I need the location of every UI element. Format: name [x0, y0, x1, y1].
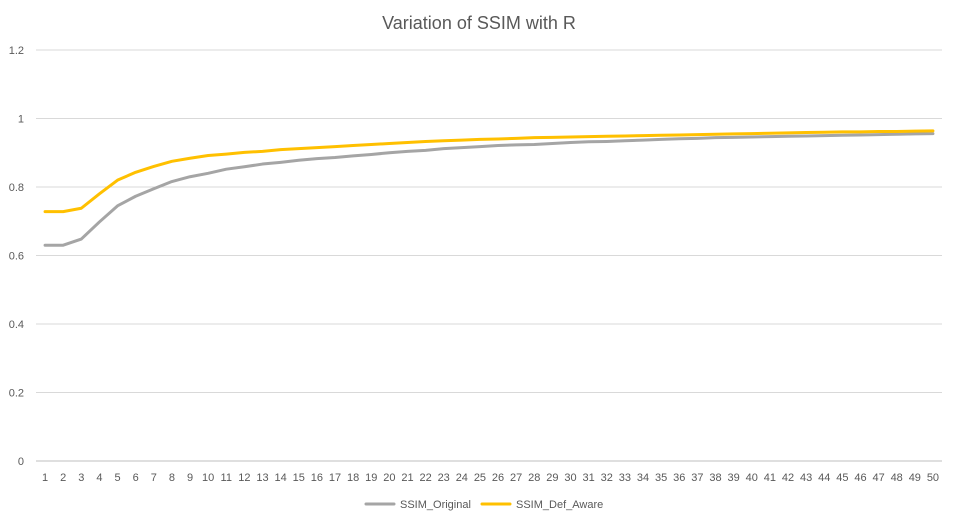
x-tick-label: 12 — [238, 472, 250, 484]
y-tick-label: 1.2 — [9, 45, 24, 57]
x-tick-label: 47 — [872, 472, 884, 484]
x-tick-label: 1 — [42, 472, 48, 484]
y-tick-label: 0.8 — [9, 182, 24, 194]
x-tick-label: 33 — [619, 472, 631, 484]
x-tick-label: 16 — [311, 472, 323, 484]
x-tick-label: 5 — [114, 472, 120, 484]
series-layer — [43, 129, 935, 247]
y-tick-label: 0.2 — [9, 388, 24, 400]
x-tick-label: 31 — [583, 472, 595, 484]
legend-label: SSIM_Def_Aware — [516, 499, 603, 511]
legend-label: SSIM_Original — [400, 499, 471, 511]
x-tick-label: 2 — [60, 472, 66, 484]
y-tick-label: 0 — [18, 456, 24, 468]
x-tick-label: 36 — [673, 472, 685, 484]
x-tick-label: 14 — [274, 472, 286, 484]
x-tick-label: 26 — [492, 472, 504, 484]
x-tick-label: 3 — [78, 472, 84, 484]
x-tick-label: 48 — [891, 472, 903, 484]
x-tick-label: 21 — [401, 472, 413, 484]
x-tick-label: 42 — [782, 472, 794, 484]
x-tick-label: 6 — [133, 472, 139, 484]
x-tick-label: 44 — [818, 472, 830, 484]
legend-item-ssim-original: SSIM_Original — [364, 499, 471, 511]
x-tick-label: 18 — [347, 472, 359, 484]
x-tick-label: 15 — [293, 472, 305, 484]
x-tick-label: 17 — [329, 472, 341, 484]
x-tick-label: 37 — [691, 472, 703, 484]
x-tick-label: 9 — [187, 472, 193, 484]
x-tick-label: 32 — [601, 472, 613, 484]
x-tick-label: 46 — [854, 472, 866, 484]
x-tick-label: 45 — [836, 472, 848, 484]
x-tick-label: 10 — [202, 472, 214, 484]
x-tick-label: 22 — [419, 472, 431, 484]
x-tick-label: 34 — [637, 472, 649, 484]
x-tick-label: 4 — [96, 472, 102, 484]
x-tick-label: 23 — [438, 472, 450, 484]
x-tick-label: 41 — [764, 472, 776, 484]
x-axis-ticks: 1 2 3 4 5 6 7 8 9 10 11 12 13 14 15 16 17 18 19 20 21 22 23 24 2… — [42, 472, 939, 484]
legend-item-ssim-def-aware: SSIM_Def_Aware — [480, 499, 603, 511]
y-tick-label: 0.4 — [9, 319, 24, 331]
x-tick-label: 25 — [474, 472, 486, 484]
series-line-ssim-def-aware — [43, 129, 935, 214]
x-tick-label: 24 — [456, 472, 468, 484]
x-tick-label: 8 — [169, 472, 175, 484]
x-tick-label: 28 — [528, 472, 540, 484]
x-tick-label: 20 — [383, 472, 395, 484]
x-tick-label: 40 — [746, 472, 758, 484]
series-line-ssim-original — [43, 132, 935, 247]
x-tick-label: 19 — [365, 472, 377, 484]
legend: SSIM_Original SSIM_Def_Aware — [364, 499, 603, 511]
x-tick-label: 29 — [546, 472, 558, 484]
x-tick-label: 43 — [800, 472, 812, 484]
x-tick-label: 38 — [709, 472, 721, 484]
x-tick-label: 49 — [909, 472, 921, 484]
x-tick-label: 35 — [655, 472, 667, 484]
x-tick-label: 50 — [927, 472, 939, 484]
x-tick-label: 39 — [727, 472, 739, 484]
x-tick-label: 30 — [564, 472, 576, 484]
chart-title: Variation of SSIM with R — [382, 13, 576, 33]
x-tick-label: 13 — [256, 472, 268, 484]
gridlines — [36, 49, 942, 462]
x-tick-label: 11 — [221, 472, 232, 484]
x-tick-label: 27 — [510, 472, 522, 484]
y-tick-label: 0.6 — [9, 251, 24, 263]
x-tick-label: 7 — [151, 472, 157, 484]
y-axis-ticks: 0 0.2 0.4 0.6 0.8 1 1.2 — [9, 45, 24, 468]
y-tick-label: 1 — [18, 114, 24, 126]
